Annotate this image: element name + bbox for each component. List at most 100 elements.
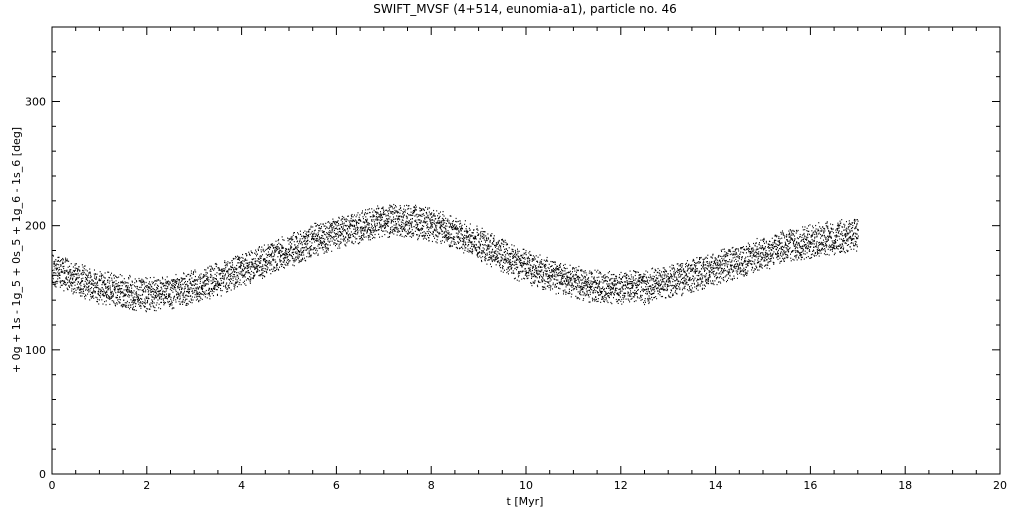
data-point	[334, 235, 336, 237]
data-point	[573, 277, 575, 279]
data-point	[270, 243, 272, 246]
data-point	[249, 276, 251, 278]
data-point	[547, 281, 549, 283]
data-point	[185, 298, 187, 300]
data-point	[558, 281, 560, 284]
data-point	[253, 276, 255, 278]
data-point	[107, 297, 109, 299]
data-point	[561, 272, 563, 274]
data-point	[483, 239, 485, 241]
data-point	[226, 288, 228, 290]
data-point	[284, 252, 286, 254]
data-point	[520, 259, 522, 261]
data-point	[453, 238, 455, 241]
data-point	[252, 266, 254, 268]
data-point	[454, 228, 456, 230]
data-point	[412, 210, 414, 212]
data-point	[558, 269, 560, 271]
data-point	[525, 268, 527, 270]
data-point	[542, 286, 544, 288]
data-point	[413, 212, 415, 214]
data-point	[365, 236, 367, 238]
data-point	[524, 258, 526, 260]
data-point	[329, 222, 331, 224]
data-point	[176, 280, 178, 282]
data-point	[603, 301, 605, 303]
data-point	[100, 290, 102, 292]
data-point	[69, 278, 71, 280]
data-point	[402, 230, 404, 232]
data-point	[206, 283, 208, 285]
data-point	[380, 219, 382, 221]
data-point	[589, 283, 591, 285]
data-point	[219, 283, 221, 285]
data-point	[331, 224, 333, 226]
data-point	[555, 269, 557, 271]
data-point	[378, 219, 380, 221]
data-point	[478, 241, 480, 244]
data-point	[283, 253, 285, 255]
data-point	[613, 279, 615, 281]
data-point	[71, 278, 73, 280]
data-point	[285, 252, 287, 255]
data-point	[518, 250, 520, 252]
data-point	[439, 221, 441, 223]
data-point	[523, 277, 525, 279]
data-point	[286, 256, 288, 258]
data-point	[93, 288, 94, 290]
data-point	[566, 276, 568, 278]
data-point	[320, 226, 322, 228]
data-point	[383, 220, 385, 222]
data-point	[252, 264, 254, 266]
data-point	[254, 274, 256, 276]
data-point	[140, 305, 142, 307]
data-point	[550, 285, 552, 287]
data-point	[376, 230, 378, 232]
data-point	[613, 294, 615, 296]
data-point	[493, 239, 495, 241]
data-point	[564, 283, 566, 285]
data-point	[482, 233, 484, 235]
data-point	[372, 229, 374, 232]
data-point	[117, 288, 119, 290]
data-point	[73, 273, 75, 275]
data-point	[520, 255, 522, 257]
data-point	[320, 244, 322, 246]
data-point	[503, 251, 505, 254]
data-point	[382, 230, 384, 232]
data-point	[397, 221, 399, 223]
data-point	[284, 257, 286, 259]
data-point	[488, 248, 490, 250]
data-point	[399, 205, 401, 207]
data-point	[393, 216, 395, 218]
data-point	[413, 205, 415, 208]
data-point	[306, 237, 308, 239]
data-point	[230, 289, 232, 291]
data-point	[167, 280, 169, 282]
data-point	[316, 250, 318, 252]
data-point	[480, 240, 482, 242]
data-point	[556, 274, 558, 276]
data-point	[243, 268, 245, 270]
data-point	[162, 283, 164, 285]
data-point	[462, 240, 464, 242]
data-point	[389, 210, 391, 213]
data-point	[471, 251, 473, 253]
data-point	[290, 245, 292, 247]
data-point	[164, 287, 166, 289]
data-point	[260, 249, 262, 251]
data-point	[178, 283, 180, 286]
data-point	[273, 270, 275, 272]
data-point	[527, 267, 529, 269]
data-point	[137, 289, 139, 291]
data-point	[239, 262, 241, 264]
data-point	[430, 219, 432, 221]
data-point	[386, 218, 388, 220]
data-point	[303, 235, 305, 237]
data-point	[153, 298, 155, 300]
data-point	[320, 227, 322, 229]
data-point	[290, 255, 292, 257]
data-point	[270, 273, 272, 275]
data-point	[429, 213, 431, 215]
data-point	[390, 205, 392, 207]
